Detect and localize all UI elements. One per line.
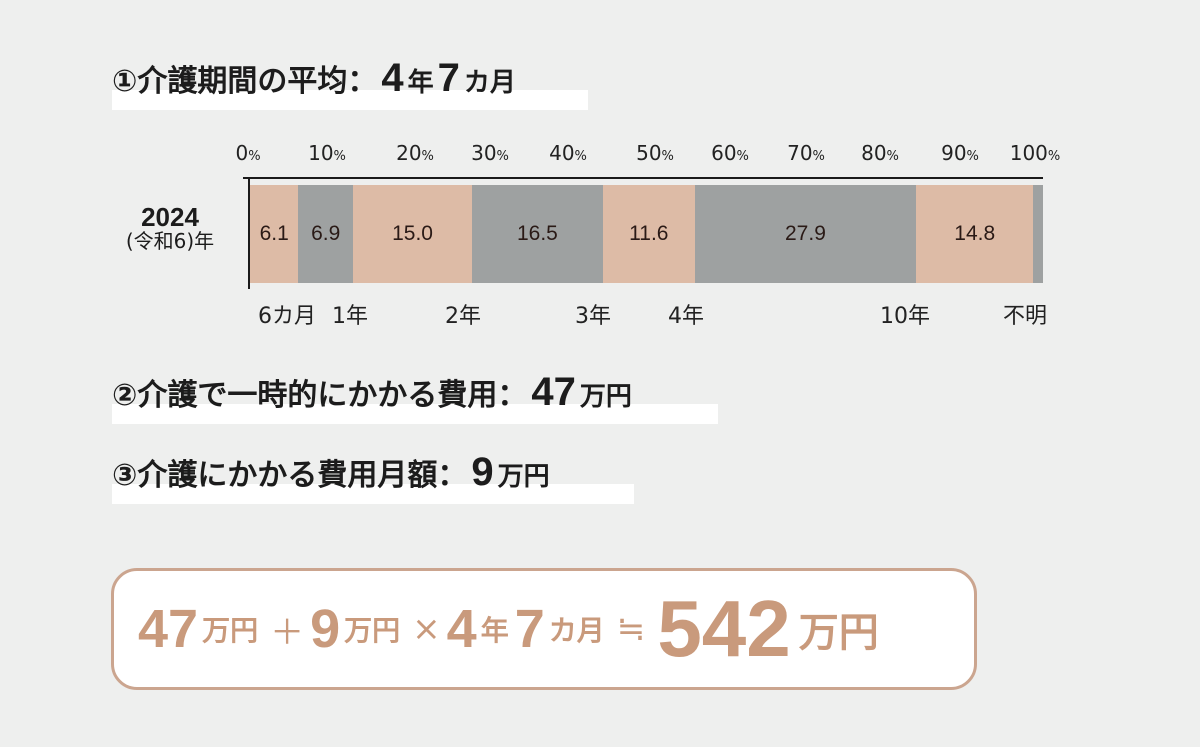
y-axis-line	[248, 177, 250, 289]
x-tick-label: 10%	[308, 141, 346, 165]
bar-segment: 11.6	[602, 185, 695, 283]
highlight-bar	[112, 484, 634, 504]
x-tick-label: 50%	[636, 141, 674, 165]
years-value: 4	[381, 56, 404, 100]
heading-one-time-cost: ②介護で一時的にかかる費用： 47 万円	[112, 370, 718, 424]
x-tick-label: 80%	[861, 141, 899, 165]
bar-segment	[1033, 185, 1043, 283]
formula-result-value: 542	[657, 584, 791, 673]
boundary-label: 不明	[1003, 304, 1048, 329]
bar-segment: 14.8	[916, 185, 1034, 283]
heading-label: ②介護で一時的にかかる費用：	[112, 378, 528, 413]
cost-unit: 万円	[579, 382, 632, 412]
formula-a-unit: 万円	[202, 614, 259, 647]
x-tick-label: 70%	[787, 141, 825, 165]
bar-segment: 15.0	[353, 185, 472, 283]
bar-segment: 6.9	[298, 185, 354, 283]
formula-b-unit: 万円	[344, 614, 401, 647]
boundary-labels: 6カ月 1年 2年 3年 4年 10年 不明	[0, 298, 1200, 329]
x-tick-label: 40%	[549, 141, 587, 165]
formula-result-unit: 万円	[798, 610, 879, 656]
formula-a-value: 47	[138, 599, 199, 659]
times-icon: ×	[412, 609, 441, 649]
total-cost-formula: 47 万円 ＋ 9 万円 × 4 年 7 カ月 ≒ 542 万円	[111, 568, 977, 690]
months-unit: カ月	[463, 68, 516, 98]
boundary-label: 4年	[668, 304, 704, 329]
boundary-label: 6カ月	[258, 304, 316, 329]
formula-years: 4	[446, 599, 477, 659]
monthly-unit: 万円	[497, 462, 550, 492]
highlight-bar	[112, 90, 588, 110]
bar-segment: 27.9	[694, 185, 917, 283]
x-tick-label: 20%	[396, 141, 434, 165]
x-axis-line	[243, 177, 1043, 179]
boundary-label: 2年	[445, 304, 481, 329]
x-tick-label: 90%	[941, 141, 979, 165]
boundary-label: 1年	[332, 304, 368, 329]
formula-months-unit: カ月	[548, 614, 605, 647]
heading-care-period: ①介護期間の平均： 4 年 7 カ月	[112, 56, 588, 110]
stacked-bar: 6.1 6.9 15.0 16.5 11.6 27.9 14.8	[250, 185, 1043, 283]
heading-monthly-cost: ③介護にかかる費用月額： 9 万円	[112, 450, 634, 504]
bar-segment: 16.5	[472, 185, 603, 283]
x-axis-ticks: 0% 10% 20% 30% 40% 50% 60% 70% 80% 90% 100%	[0, 141, 1200, 171]
plus-icon: ＋	[270, 612, 305, 653]
x-tick-label: 0%	[235, 141, 261, 165]
formula-months: 7	[514, 599, 545, 659]
row-label-year: 2024	[141, 202, 199, 232]
x-tick-label: 30%	[471, 141, 509, 165]
x-tick-label: 60%	[711, 141, 749, 165]
row-label-era: (令和6)年	[125, 229, 215, 254]
heading-label: ①介護期間の平均：	[112, 64, 378, 99]
monthly-value: 9	[471, 450, 494, 494]
boundary-label: 10年	[880, 304, 930, 329]
years-unit: 年	[407, 68, 434, 98]
formula-years-unit: 年	[480, 614, 509, 647]
heading-label: ③介護にかかる費用月額：	[112, 458, 468, 493]
boundary-label: 3年	[575, 304, 611, 329]
cost-value: 47	[531, 370, 576, 414]
row-label: 2024 (令和6)年	[110, 202, 230, 254]
bar-segment: 6.1	[250, 185, 299, 283]
x-tick-label: 100%	[1009, 141, 1061, 165]
formula-b-value: 9	[310, 599, 341, 659]
months-value: 7	[437, 56, 460, 100]
highlight-bar	[112, 404, 718, 424]
approx-equal-icon: ≒	[616, 609, 646, 649]
